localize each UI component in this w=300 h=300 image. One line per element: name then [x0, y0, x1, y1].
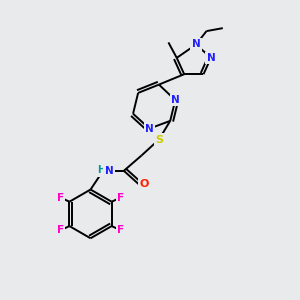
Text: H: H [97, 165, 105, 175]
Text: N: N [192, 40, 200, 50]
Text: N: N [171, 95, 180, 105]
Text: N: N [145, 124, 154, 134]
Text: F: F [117, 193, 124, 202]
Text: N: N [207, 53, 215, 63]
Text: S: S [155, 135, 163, 145]
Text: O: O [140, 179, 149, 189]
Text: F: F [117, 225, 124, 235]
Text: F: F [57, 193, 64, 202]
Text: F: F [57, 225, 64, 235]
Text: N: N [105, 166, 113, 176]
